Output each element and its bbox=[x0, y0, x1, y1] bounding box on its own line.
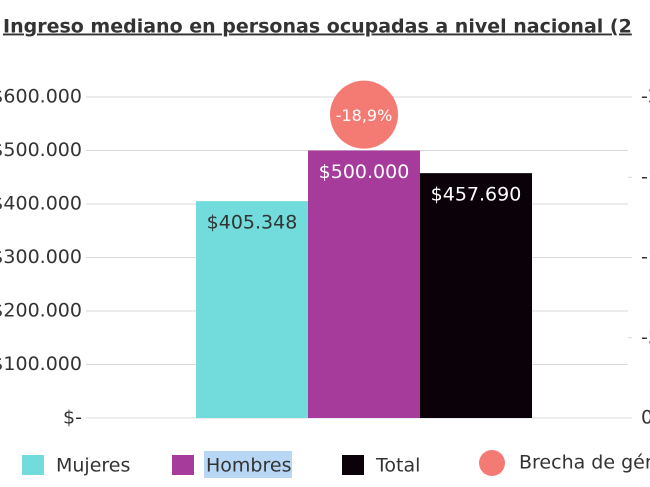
y2-tick-label: -20% bbox=[641, 86, 650, 108]
y-tick-label: $- bbox=[63, 407, 82, 429]
y-tick-label: $300.000 bbox=[0, 246, 82, 268]
bar bbox=[420, 173, 532, 418]
y-tick-label: $600.000 bbox=[0, 86, 82, 108]
y2-tick-label: 0 bbox=[641, 407, 650, 429]
y-tick-label: $400.000 bbox=[0, 193, 82, 215]
legend-swatch bbox=[172, 455, 194, 475]
y-tick-label: $500.000 bbox=[0, 139, 82, 161]
chart-title: Ingreso mediano en personas ocupadas a n… bbox=[3, 16, 632, 38]
bar-value-label: $500.000 bbox=[319, 161, 410, 183]
y2-tick-label: -10% bbox=[641, 246, 650, 268]
legend-label: Total bbox=[375, 455, 420, 477]
legend-label: Brecha de género bbox=[519, 452, 650, 474]
y-tick-label: $100.000 bbox=[0, 353, 82, 375]
gap-bubble bbox=[330, 80, 398, 149]
legend-label: Hombres bbox=[206, 455, 291, 477]
selection-highlight bbox=[204, 451, 292, 478]
gap-label: -18,9% bbox=[336, 106, 393, 125]
y-tick-label: $200.000 bbox=[0, 300, 82, 322]
legend-swatch bbox=[342, 455, 364, 475]
legend-swatch bbox=[479, 450, 505, 476]
bar bbox=[196, 201, 308, 418]
bar-value-label: $405.348 bbox=[207, 212, 298, 234]
legend-label: Mujeres bbox=[56, 455, 130, 477]
legend-swatch bbox=[22, 455, 44, 475]
y2-tick-label: -5% bbox=[641, 326, 650, 348]
y2-tick-label: -15% bbox=[641, 166, 650, 188]
bar-value-label: $457.690 bbox=[431, 184, 522, 206]
bar bbox=[308, 150, 420, 418]
